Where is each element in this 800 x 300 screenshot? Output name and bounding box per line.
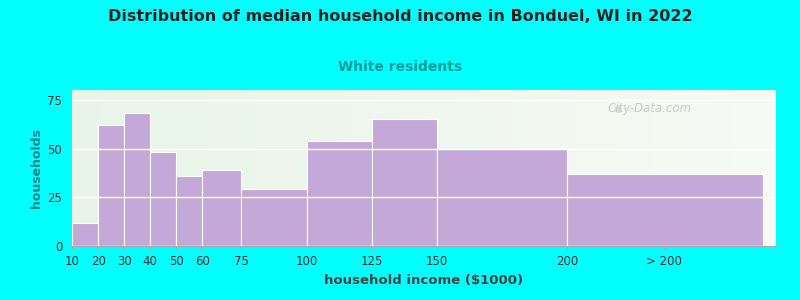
Text: City-Data.com: City-Data.com <box>607 102 691 115</box>
Y-axis label: households: households <box>30 128 43 208</box>
Bar <box>124 113 150 246</box>
Bar <box>437 148 567 246</box>
Bar <box>72 223 98 246</box>
Bar <box>176 176 202 246</box>
Bar <box>202 170 242 246</box>
Bar <box>150 152 176 246</box>
Bar <box>372 119 437 246</box>
Text: Distribution of median household income in Bonduel, WI in 2022: Distribution of median household income … <box>108 9 692 24</box>
Bar <box>306 141 372 246</box>
Text: ●: ● <box>614 104 622 114</box>
Bar <box>567 174 763 246</box>
Bar <box>98 125 124 246</box>
Bar <box>242 190 306 246</box>
X-axis label: household income ($1000): household income ($1000) <box>325 274 523 286</box>
Text: White residents: White residents <box>338 60 462 74</box>
